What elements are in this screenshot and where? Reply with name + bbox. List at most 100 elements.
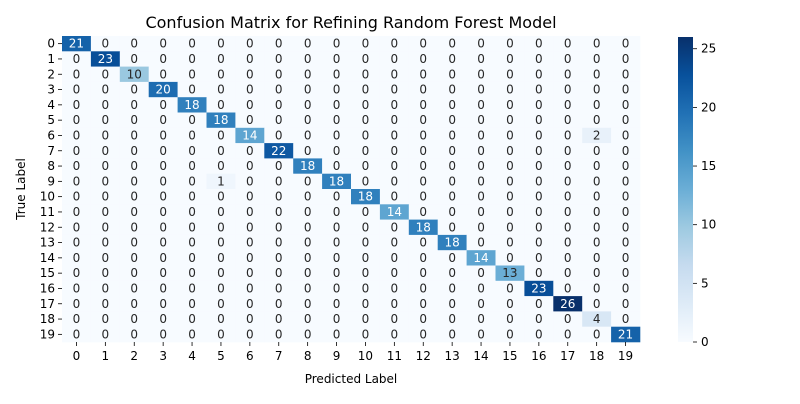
heatmap-cell — [206, 173, 236, 190]
heatmap-cell — [264, 127, 294, 144]
heatmap-cell — [553, 234, 583, 251]
heatmap-cell — [62, 36, 92, 52]
x-tick-label: 15 — [502, 349, 517, 363]
heatmap-cell — [466, 127, 496, 144]
x-tick-label: 17 — [560, 349, 575, 363]
heatmap-cell — [148, 326, 178, 343]
heatmap-cell — [379, 81, 410, 98]
heatmap-cell — [611, 81, 641, 98]
cell-value-label: 0 — [130, 113, 138, 127]
x-tick-label: 12 — [416, 349, 431, 363]
cell-value-label: 0 — [477, 281, 485, 295]
cell-value-label: 0 — [535, 52, 543, 66]
cell-value-label: 0 — [275, 251, 283, 265]
heatmap-cell — [119, 173, 149, 190]
cell-value-label: 0 — [159, 220, 167, 234]
cell-value-label: 0 — [333, 266, 341, 280]
cell-value-label: 0 — [391, 159, 399, 173]
heatmap-cell — [466, 326, 496, 343]
heatmap-cell — [90, 66, 121, 83]
cell-value-label: 0 — [159, 144, 167, 158]
cell-value-label: 0 — [188, 327, 196, 341]
heatmap-cell — [148, 143, 178, 159]
heatmap-cell — [264, 158, 294, 174]
cell-value-label: 0 — [535, 220, 543, 234]
heatmap-cell — [553, 158, 583, 174]
cell-value-label: 0 — [593, 67, 601, 81]
heatmap-cell — [351, 280, 381, 297]
cell-value-label: 0 — [535, 67, 543, 81]
cell-value-label: 0 — [102, 67, 110, 81]
cell-value-label: 0 — [188, 128, 196, 142]
cell-value-label: 0 — [102, 297, 110, 311]
cell-value-label: 0 — [217, 266, 225, 280]
heatmap-cell — [524, 36, 554, 52]
heatmap-cell — [437, 326, 467, 343]
cell-value-label: 0 — [130, 98, 138, 112]
heatmap-cell — [177, 66, 207, 83]
cell-value-label: 0 — [159, 52, 167, 66]
heatmap-cell — [437, 189, 467, 205]
heatmap-cell — [495, 234, 525, 251]
heatmap-cell — [437, 173, 467, 190]
cell-value-label: 0 — [593, 251, 601, 265]
heatmap-cell — [553, 51, 583, 67]
cell-value-label: 0 — [448, 251, 456, 265]
cell-value-label: 0 — [564, 67, 572, 81]
heatmap-cell — [408, 97, 438, 113]
heatmap-cell — [408, 234, 438, 251]
heatmap-cell — [148, 250, 178, 266]
cell-value-label: 0 — [130, 159, 138, 173]
cell-value-label: 0 — [275, 52, 283, 66]
y-tick-label: 4 — [47, 98, 55, 112]
heatmap-cell — [466, 173, 496, 190]
cell-value-label: 0 — [362, 312, 370, 326]
cell-value-label: 0 — [362, 128, 370, 142]
heatmap-cell — [206, 189, 236, 205]
heatmap-cell — [293, 51, 323, 67]
heatmap-cell — [466, 280, 496, 297]
heatmap-cell — [264, 234, 294, 251]
heatmap-cell — [524, 51, 554, 67]
heatmap-cell — [351, 265, 381, 282]
cell-value-label: 0 — [304, 266, 312, 280]
cell-value-label: 0 — [159, 297, 167, 311]
cell-value-label: 0 — [564, 236, 572, 250]
cell-value-label: 0 — [102, 327, 110, 341]
cell-value-label: 0 — [217, 67, 225, 81]
heatmap-cell — [293, 36, 323, 52]
cell-value-label: 0 — [246, 205, 254, 219]
heatmap-cell — [351, 234, 381, 251]
heatmap-cell — [119, 189, 149, 205]
heatmap-cell — [62, 296, 92, 312]
heatmap-cell — [379, 112, 410, 129]
heatmap-cell — [437, 112, 467, 129]
heatmap-cell — [553, 265, 583, 282]
cell-value-label: 0 — [419, 128, 427, 142]
cell-value-label: 0 — [246, 220, 254, 234]
cell-value-label: 0 — [564, 281, 572, 295]
heatmap-cell — [264, 296, 294, 312]
heatmap-cell — [524, 234, 554, 251]
heatmap-cell — [177, 36, 207, 52]
cell-value-label: 0 — [622, 190, 630, 204]
heatmap-cell — [119, 280, 149, 297]
cell-value-label: 0 — [102, 281, 110, 295]
x-tick-label: 10 — [358, 349, 373, 363]
cell-value-label: 0 — [593, 37, 601, 51]
cell-value-label: 0 — [130, 281, 138, 295]
heatmap-cell — [524, 81, 554, 98]
cell-value-label: 0 — [304, 327, 312, 341]
cell-value-label: 0 — [73, 281, 81, 295]
cell-value-label: 0 — [275, 312, 283, 326]
heatmap-cell — [322, 280, 352, 297]
cell-value-label: 0 — [333, 83, 341, 97]
cell-value-label: 0 — [419, 83, 427, 97]
cell-value-label: 0 — [246, 266, 254, 280]
cell-value-label: 0 — [217, 128, 225, 142]
heatmap-cell — [351, 112, 381, 129]
cell-value-label: 0 — [275, 220, 283, 234]
heatmap-cell — [379, 311, 410, 327]
heatmap-cell — [62, 127, 92, 144]
